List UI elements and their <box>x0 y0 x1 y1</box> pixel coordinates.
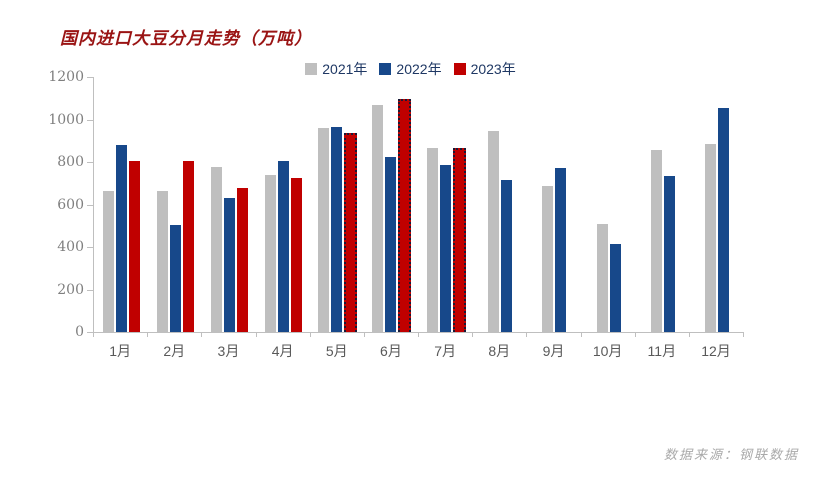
bar-2021年-1月 <box>102 190 114 332</box>
bar-2023年-1月 <box>128 160 140 332</box>
bar-2021年-5月 <box>318 128 330 332</box>
x-axis-tick <box>580 333 582 337</box>
y-axis-tick <box>87 204 93 206</box>
bar-2022年-6月 <box>385 156 397 332</box>
y-axis-tick <box>87 162 93 163</box>
y-axis-tick-label: 0 <box>75 324 84 340</box>
legend-swatch-icon <box>305 63 318 75</box>
bar-2023年-4月 <box>291 177 303 332</box>
bar-2022年-8月 <box>501 180 513 332</box>
bar-group-9月 <box>527 77 581 332</box>
bar-group-4月 <box>257 77 311 332</box>
y-axis-tick-label: 800 <box>57 154 84 170</box>
y-axis-tick <box>87 77 93 78</box>
x-axis-label: 12月 <box>701 343 731 359</box>
bar-2021年-12月 <box>704 143 716 332</box>
x-axis-labels: 1月 2月 3月 4月 5月 6月 7月 8月 9月 10月 11月 12月 <box>93 341 743 361</box>
bar-group-12月 <box>690 77 744 332</box>
bar-group-8月 <box>473 77 527 332</box>
bar-2023年-2月 <box>182 160 194 332</box>
x-axis-tick <box>688 333 690 337</box>
chart-title: 国内进口大豆分月走势（万吨） <box>60 29 312 49</box>
y-axis-tick <box>87 332 93 333</box>
bar-2022年-1月 <box>115 145 127 332</box>
x-axis-label: 2月 <box>163 343 186 359</box>
bar-2022年-3月 <box>223 198 235 332</box>
x-axis-tick <box>201 333 203 337</box>
y-axis-tick-label: 1200 <box>48 69 84 85</box>
x-axis-label: 6月 <box>380 343 402 359</box>
bar-2021年-10月 <box>596 223 608 332</box>
x-axis-tick <box>634 333 636 337</box>
bar-2021年-4月 <box>265 174 277 332</box>
x-axis-tick <box>526 333 528 337</box>
bar-2022年-4月 <box>278 160 290 332</box>
bar-2021年-2月 <box>156 190 168 332</box>
bar-series-container <box>94 77 744 332</box>
x-axis-tick <box>309 333 311 337</box>
data-source-note: 数据来源：钢联数据 <box>663 448 799 463</box>
x-axis-line <box>93 332 744 333</box>
x-axis-label: 8月 <box>488 343 511 359</box>
x-axis-tick <box>255 333 257 337</box>
bar-2023年-6月 <box>398 99 412 332</box>
bar-2022年-12月 <box>717 107 729 332</box>
legend-item-2022年: 2022年 <box>379 59 442 79</box>
bar-2021年-7月 <box>426 148 438 332</box>
bar-2023年-7月 <box>452 148 466 332</box>
legend-label: 2021年 <box>322 61 368 77</box>
bar-2022年-10月 <box>609 243 621 332</box>
x-axis-tick <box>147 333 149 337</box>
bar-group-2月 <box>148 77 202 332</box>
legend-item-2023年: 2023年 <box>453 59 516 79</box>
bar-2021年-11月 <box>650 150 662 332</box>
bar-2021年-3月 <box>210 167 222 332</box>
x-axis-tick <box>363 333 365 337</box>
y-axis-tick-label: 600 <box>57 196 84 213</box>
x-axis-label: 5月 <box>325 343 348 359</box>
chart-legend: 2021年 2022年 2023年 <box>0 59 821 79</box>
bar-2021年-8月 <box>488 131 500 332</box>
legend-item-2021年: 2021年 <box>305 59 367 79</box>
legend-swatch-icon <box>453 63 466 75</box>
bar-group-6月 <box>365 77 419 332</box>
bar-group-7月 <box>419 77 473 332</box>
x-axis-label: 3月 <box>217 343 240 359</box>
plot-area <box>93 77 744 332</box>
y-axis-tick <box>87 247 93 248</box>
bar-group-5月 <box>311 77 365 332</box>
bar-2022年-7月 <box>439 165 451 332</box>
bar-2021年-9月 <box>542 186 554 332</box>
bar-2021年-6月 <box>372 104 384 332</box>
x-axis-label: 9月 <box>542 343 565 359</box>
bar-2023年-3月 <box>236 187 248 332</box>
x-axis-tick <box>418 333 419 337</box>
x-axis-label: 1月 <box>109 343 131 359</box>
bar-2023年-5月 <box>344 133 358 332</box>
x-axis-label: 7月 <box>434 343 457 359</box>
bar-group-1月 <box>94 77 148 332</box>
bar-2022年-11月 <box>663 175 675 332</box>
legend-swatch-icon <box>379 63 392 75</box>
bar-2022年-9月 <box>555 168 567 332</box>
x-axis-label: 11月 <box>647 343 677 359</box>
x-axis-tick <box>93 333 94 337</box>
x-axis-tick <box>472 333 474 337</box>
bar-2022年-5月 <box>331 126 343 332</box>
bar-group-11月 <box>636 77 690 332</box>
bar-group-10月 <box>582 77 636 332</box>
legend-label: 2023年 <box>470 61 516 77</box>
y-axis-tick-label: 400 <box>57 239 84 255</box>
legend-label: 2022年 <box>396 61 442 77</box>
x-axis-label: 10月 <box>592 343 623 359</box>
x-axis-tick <box>743 333 744 337</box>
y-axis-tick <box>87 119 93 121</box>
x-axis-label: 4月 <box>271 343 294 359</box>
bar-group-3月 <box>202 77 256 332</box>
y-axis-tick-label: 200 <box>57 281 84 298</box>
bar-2022年-2月 <box>169 224 181 332</box>
y-axis-tick-label: 1000 <box>48 111 84 128</box>
y-axis-tick <box>87 289 93 291</box>
